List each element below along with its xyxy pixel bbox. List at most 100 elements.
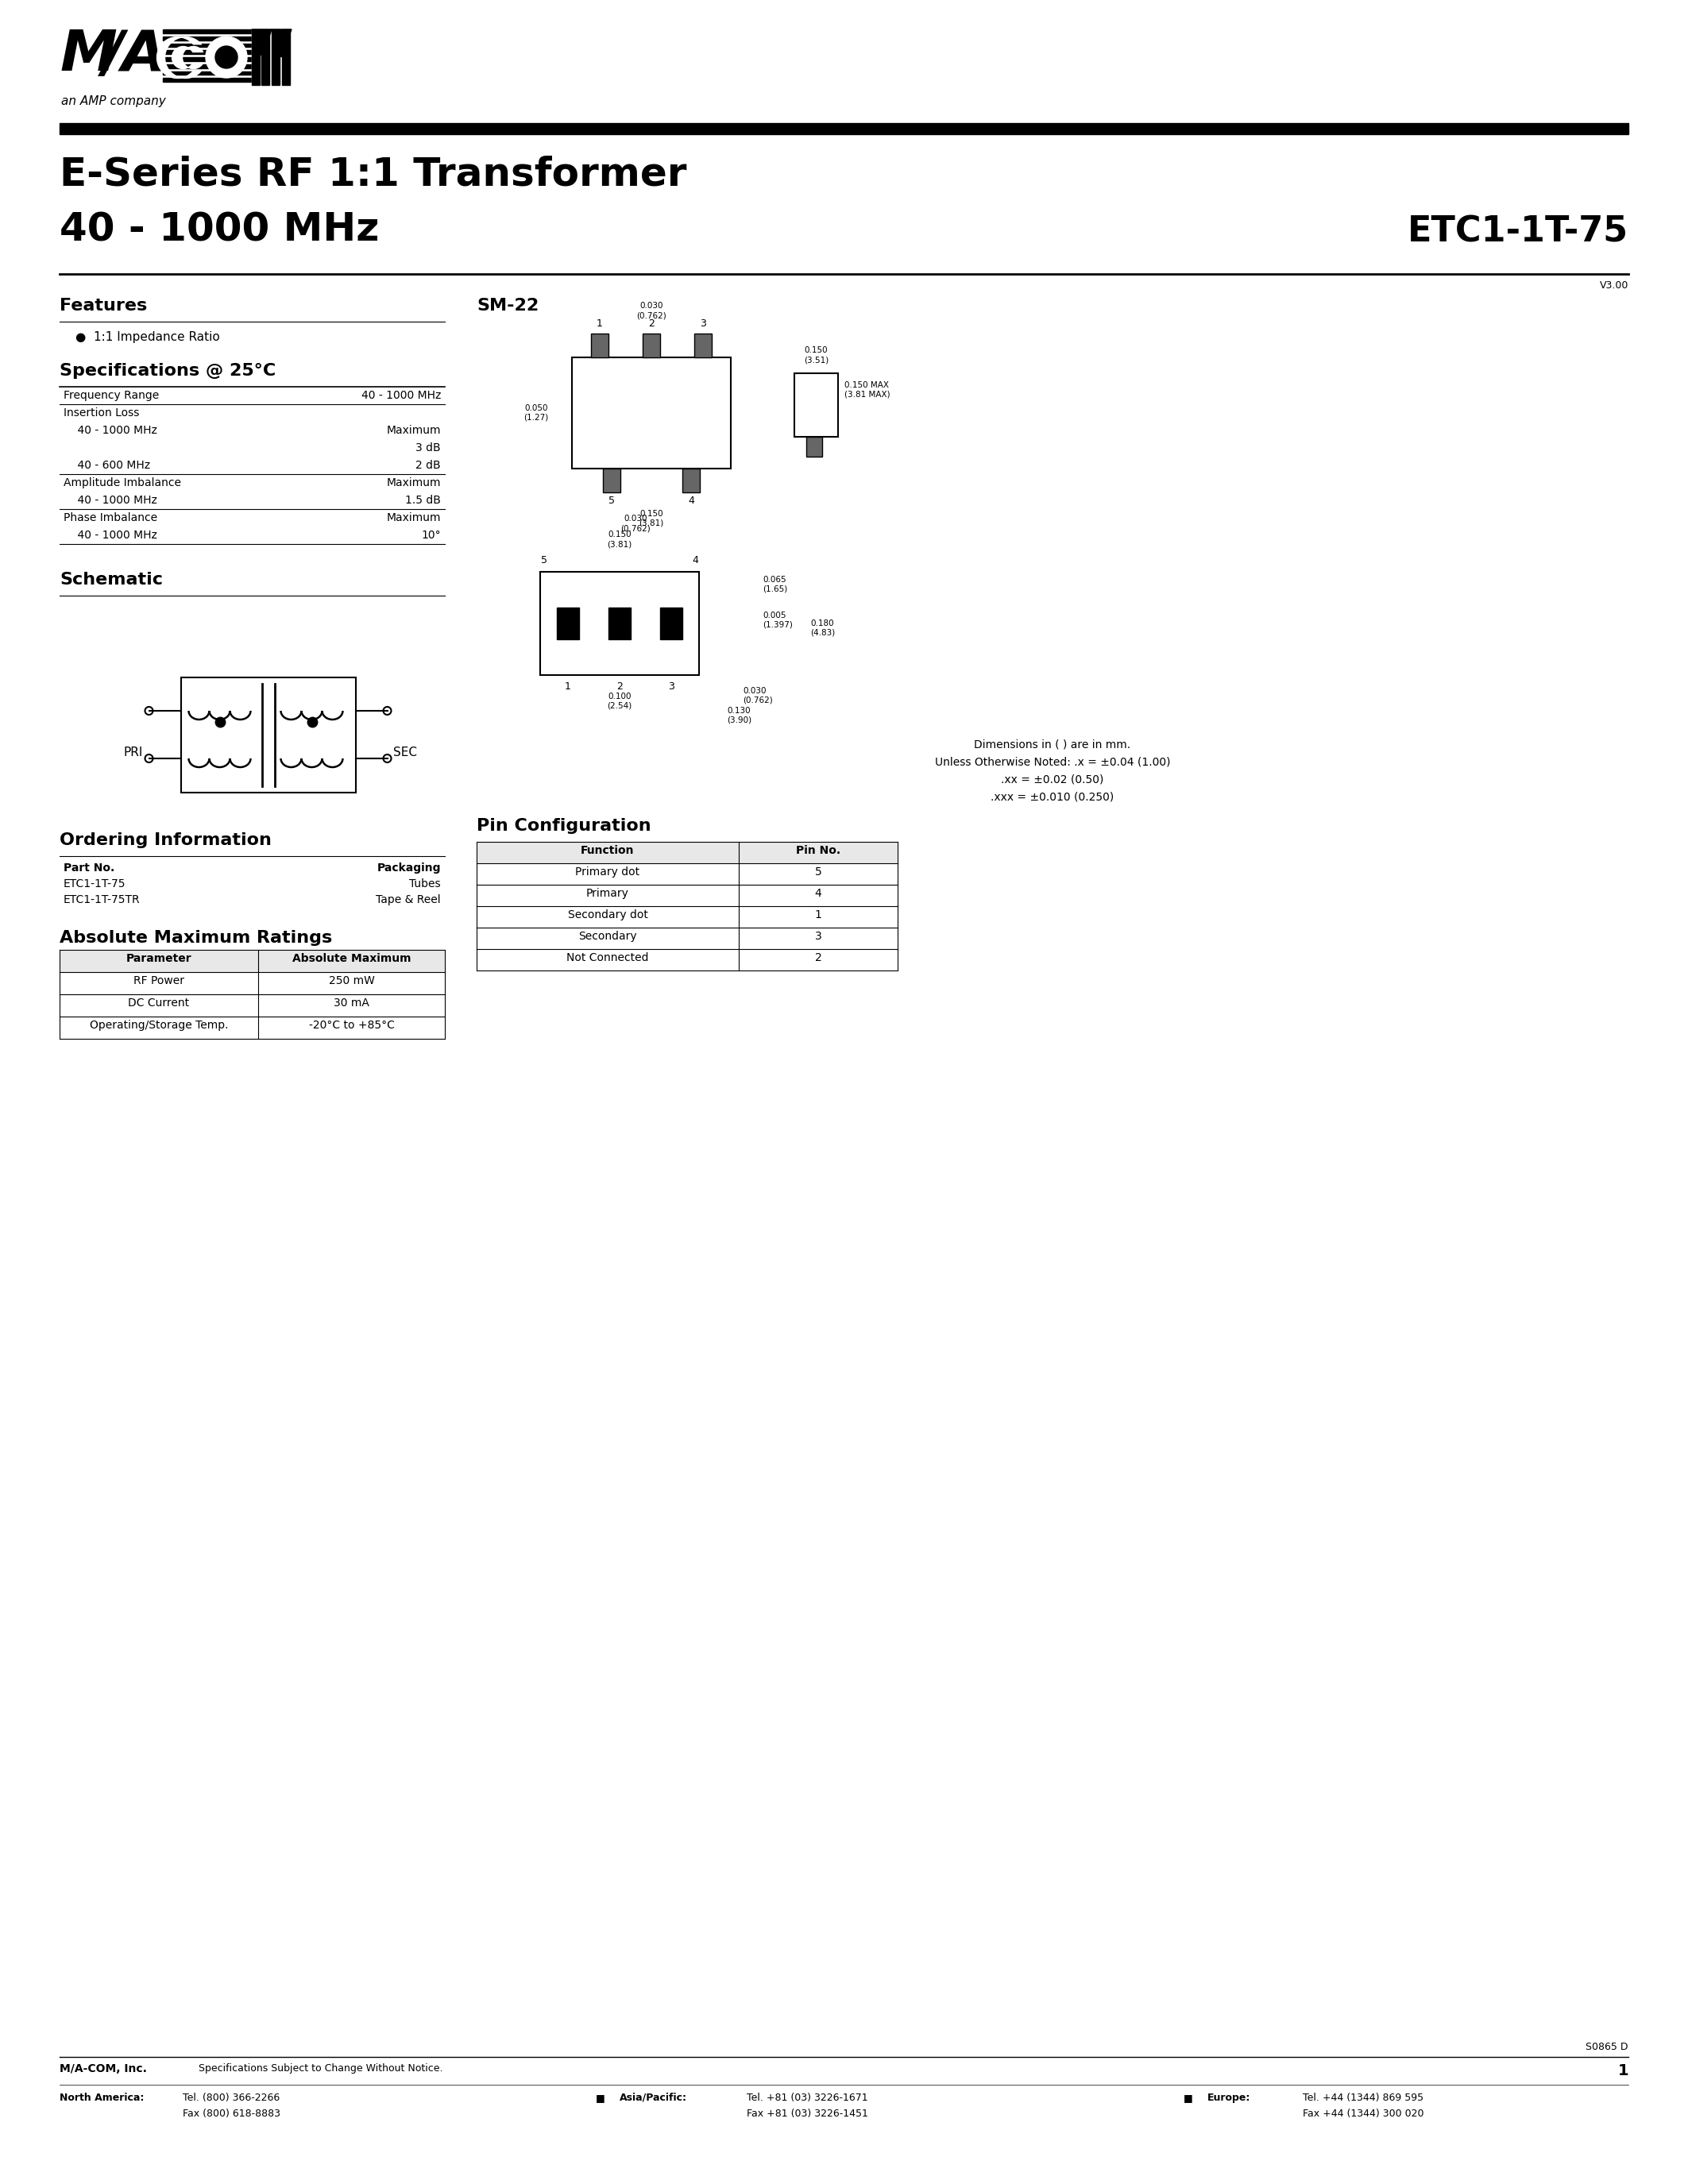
Text: Phase Imbalance: Phase Imbalance [64, 513, 157, 524]
Text: 5: 5 [608, 496, 614, 507]
Text: Features: Features [59, 297, 147, 314]
Text: ETC1-1T-75: ETC1-1T-75 [64, 878, 127, 889]
Text: Absolute Maximum Ratings: Absolute Maximum Ratings [59, 930, 333, 946]
Text: ■: ■ [1183, 2092, 1193, 2103]
Bar [252, 28, 260, 85]
Text: Maximum: Maximum [387, 426, 441, 437]
Bar [181, 677, 356, 793]
Text: Tape & Reel: Tape & Reel [376, 893, 441, 904]
Text: 0.150
(3.81): 0.150 (3.81) [608, 531, 631, 548]
Text: 1: 1 [596, 319, 603, 330]
Text: Frequency Range: Frequency Range [64, 391, 159, 402]
Text: E-Series RF 1:1 Transformer: E-Series RF 1:1 Transformer [59, 155, 687, 192]
Text: Amplitude Imbalance: Amplitude Imbalance [64, 478, 181, 489]
Text: 2 dB: 2 dB [415, 461, 441, 472]
Text: Primary dot: Primary dot [576, 867, 640, 878]
Text: 4: 4 [815, 889, 822, 900]
Text: /: / [103, 28, 125, 83]
Text: 1.5 dB: 1.5 dB [405, 496, 441, 507]
Text: 40 - 1000 MHz: 40 - 1000 MHz [64, 531, 157, 542]
Text: 0.150 MAX
(3.81 MAX): 0.150 MAX (3.81 MAX) [844, 382, 890, 397]
Text: 3: 3 [701, 319, 706, 330]
Text: 0.030
(0.762): 0.030 (0.762) [636, 301, 667, 319]
Bar [282, 28, 290, 85]
Text: -20°C to +85°C: -20°C to +85°C [309, 1020, 395, 1031]
Text: Asia/Pacific:: Asia/Pacific: [619, 2092, 687, 2103]
Text: Schematic: Schematic [59, 572, 162, 587]
Bar [476, 841, 898, 863]
Text: S0865 D: S0865 D [1587, 2042, 1629, 2053]
Text: 0.100
(2.54): 0.100 (2.54) [608, 692, 631, 710]
Bar [162, 57, 290, 61]
Text: 0.150
(3.81): 0.150 (3.81) [640, 509, 663, 526]
Text: 5: 5 [540, 555, 547, 566]
Text: Part No.: Part No. [64, 863, 115, 874]
Text: Pin No.: Pin No. [797, 845, 841, 856]
Text: 40 - 1000 MHz: 40 - 1000 MHz [361, 391, 441, 402]
Text: 250 mW: 250 mW [329, 974, 375, 985]
Bar [608, 607, 631, 640]
Bar [591, 334, 608, 358]
Text: Not Connected: Not Connected [567, 952, 648, 963]
Bar [162, 44, 290, 48]
Text: 4: 4 [689, 496, 694, 507]
Text: 40 - 1000 MHz: 40 - 1000 MHz [64, 426, 157, 437]
Bar [162, 79, 290, 81]
Text: 40 - 1000 MHz: 40 - 1000 MHz [64, 496, 157, 507]
Text: 10°: 10° [422, 531, 441, 542]
Text: Unless Otherwise Noted: .x = ±0.04 (1.00): Unless Otherwise Noted: .x = ±0.04 (1.00… [935, 756, 1170, 767]
Bar [59, 122, 1629, 133]
Polygon shape [216, 46, 238, 68]
Text: M/A-COM, Inc.: M/A-COM, Inc. [59, 2064, 147, 2075]
Bar [162, 72, 290, 74]
Text: 4: 4 [692, 555, 699, 566]
Text: DC Current: DC Current [128, 998, 189, 1009]
Bar [162, 63, 290, 68]
Text: 3: 3 [815, 930, 822, 941]
Text: Tel. +44 (1344) 869 595: Tel. +44 (1344) 869 595 [1303, 2092, 1423, 2103]
Bar [807, 437, 822, 456]
Text: 0.065
(1.65): 0.065 (1.65) [763, 577, 787, 592]
Text: 0.030
(0.762): 0.030 (0.762) [743, 688, 773, 703]
Text: 0.130
(3.90): 0.130 (3.90) [728, 708, 751, 723]
Text: Operating/Storage Temp.: Operating/Storage Temp. [89, 1020, 228, 1031]
Bar [162, 50, 290, 55]
Text: Maximum: Maximum [387, 513, 441, 524]
Bar [643, 334, 660, 358]
Text: Dimensions in ( ) are in mm.: Dimensions in ( ) are in mm. [974, 738, 1131, 749]
Text: Tel. +81 (03) 3226-1671: Tel. +81 (03) 3226-1671 [746, 2092, 868, 2103]
Text: Tel. (800) 366-2266: Tel. (800) 366-2266 [182, 2092, 280, 2103]
Text: Parameter: Parameter [127, 952, 192, 963]
Bar [682, 470, 701, 491]
Polygon shape [252, 28, 272, 57]
Bar [162, 37, 290, 39]
Text: 0.030
(0.762): 0.030 (0.762) [621, 515, 650, 533]
Text: 3 dB: 3 dB [415, 443, 441, 454]
Bar [660, 607, 682, 640]
Bar [540, 572, 699, 675]
Text: 0.005
(1.397): 0.005 (1.397) [763, 612, 793, 629]
Bar [59, 950, 446, 972]
Text: PRI: PRI [123, 747, 142, 758]
Bar [572, 358, 731, 470]
Text: Fax (800) 618-8883: Fax (800) 618-8883 [182, 2108, 280, 2118]
Text: Ordering Information: Ordering Information [59, 832, 272, 847]
Text: 30 mA: 30 mA [334, 998, 370, 1009]
Text: .xxx = ±0.010 (0.250): .xxx = ±0.010 (0.250) [991, 791, 1114, 802]
Text: 0.050
(1.27): 0.050 (1.27) [523, 404, 549, 422]
Text: Secondary dot: Secondary dot [567, 909, 648, 919]
Bar [272, 28, 280, 85]
Text: 2: 2 [815, 952, 822, 963]
Text: 1: 1 [565, 681, 571, 692]
Bar [603, 470, 621, 491]
Bar [694, 334, 712, 358]
Bar [795, 373, 837, 437]
Text: SEC: SEC [393, 747, 417, 758]
Text: Pin Configuration: Pin Configuration [476, 819, 652, 834]
Text: Fax +81 (03) 3226-1451: Fax +81 (03) 3226-1451 [746, 2108, 868, 2118]
Text: .xx = ±0.02 (0.50): .xx = ±0.02 (0.50) [1001, 773, 1104, 784]
Text: ETC1-1T-75TR: ETC1-1T-75TR [64, 893, 140, 904]
Text: Primary: Primary [586, 889, 630, 900]
Text: Europe:: Europe: [1207, 2092, 1251, 2103]
Bar [162, 28, 290, 33]
